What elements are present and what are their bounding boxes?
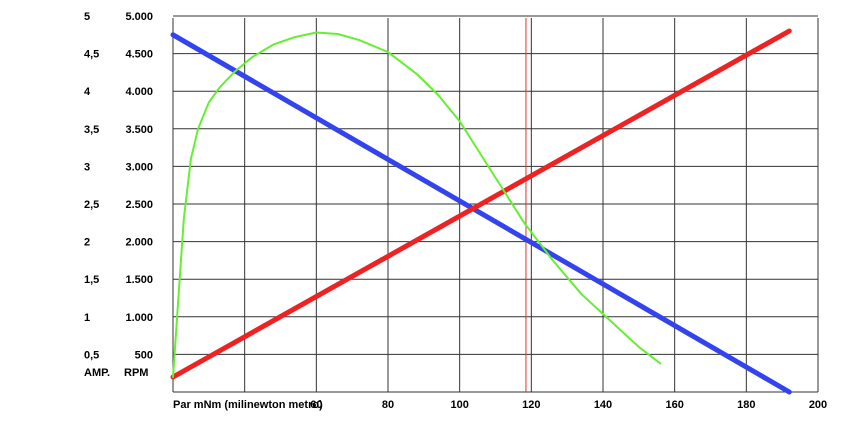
y-tick-label-amp: 1,5 <box>84 274 99 286</box>
series-line-blue <box>170 32 792 395</box>
y-axis-label-rpm: RPM <box>124 367 148 379</box>
y-tick-label-rpm: 2.000 <box>125 237 153 249</box>
series-line-red <box>170 28 792 380</box>
axis-labels: 60 80 100 120 140 160 180 200 0,5 1 1,5 2 2,5 3 3,5 4 4,… <box>84 11 827 411</box>
y-tick-label-amp: 4 <box>84 86 91 98</box>
y-tick-label-rpm: 3.000 <box>125 161 153 173</box>
grid <box>172 15 819 393</box>
y-tick-label-amp: 3,5 <box>84 124 99 136</box>
x-tick-label: 140 <box>594 399 612 411</box>
y-tick-label-amp: 3 <box>84 161 90 173</box>
y-tick-label-rpm: 4.500 <box>125 49 153 61</box>
series-line-green <box>172 31 662 378</box>
x-tick-label: 100 <box>450 399 468 411</box>
x-tick-label: 120 <box>522 399 540 411</box>
x-axis-label: Par mNm (milinewton metro) <box>173 399 323 411</box>
y-tick-label-amp: 0,5 <box>84 349 99 361</box>
series-layer <box>170 28 792 395</box>
x-tick-label: 60 <box>310 399 322 411</box>
y-tick-label-rpm: 1.500 <box>125 274 153 286</box>
y-tick-label-rpm: 500 <box>135 349 153 361</box>
x-tick-label: 200 <box>809 399 827 411</box>
y-tick-label-rpm: 2.500 <box>125 199 153 211</box>
y-tick-label-rpm: 4.000 <box>125 86 153 98</box>
x-tick-label: 80 <box>382 399 394 411</box>
y-tick-label-rpm: 5.000 <box>125 11 153 23</box>
y-tick-label-amp: 2 <box>84 237 90 249</box>
y-tick-label-amp: 2,5 <box>84 199 99 211</box>
y-axis-label-amp: AMP. <box>84 367 110 379</box>
y-tick-label-amp: 5 <box>84 11 90 23</box>
y-tick-label-amp: 1 <box>84 312 90 324</box>
y-tick-label-amp: 4,5 <box>84 49 99 61</box>
x-tick-label: 180 <box>737 399 755 411</box>
y-tick-label-rpm: 1.000 <box>125 312 153 324</box>
y-tick-label-rpm: 3.500 <box>125 124 153 136</box>
x-tick-label: 160 <box>665 399 683 411</box>
